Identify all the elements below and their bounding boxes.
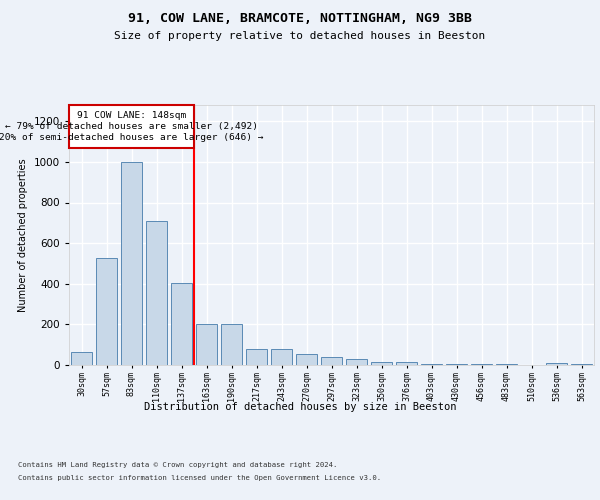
Y-axis label: Number of detached properties: Number of detached properties — [18, 158, 28, 312]
Bar — [121, 162, 142, 365]
Bar — [171, 282, 192, 365]
Bar — [196, 324, 217, 365]
Bar — [296, 354, 317, 365]
Text: Contains HM Land Registry data © Crown copyright and database right 2024.: Contains HM Land Registry data © Crown c… — [18, 462, 337, 468]
Text: ← 79% of detached houses are smaller (2,492): ← 79% of detached houses are smaller (2,… — [5, 122, 258, 131]
Bar — [146, 221, 167, 365]
Bar — [371, 362, 392, 365]
Bar — [346, 359, 367, 365]
Bar — [496, 364, 517, 365]
Bar — [421, 364, 442, 365]
Text: Contains public sector information licensed under the Open Government Licence v3: Contains public sector information licen… — [18, 475, 381, 481]
Text: Size of property relative to detached houses in Beeston: Size of property relative to detached ho… — [115, 31, 485, 41]
Text: 20% of semi-detached houses are larger (646) →: 20% of semi-detached houses are larger (… — [0, 133, 264, 142]
Text: 91 COW LANE: 148sqm: 91 COW LANE: 148sqm — [77, 111, 186, 120]
FancyBboxPatch shape — [69, 105, 194, 148]
Bar — [71, 352, 92, 365]
Bar — [396, 362, 417, 365]
Text: Distribution of detached houses by size in Beeston: Distribution of detached houses by size … — [144, 402, 456, 412]
Bar — [446, 364, 467, 365]
Text: 91, COW LANE, BRAMCOTE, NOTTINGHAM, NG9 3BB: 91, COW LANE, BRAMCOTE, NOTTINGHAM, NG9 … — [128, 12, 472, 26]
Bar — [271, 349, 292, 365]
Bar — [96, 258, 117, 365]
Bar — [471, 364, 492, 365]
Bar — [546, 363, 567, 365]
Bar — [321, 357, 342, 365]
Bar — [246, 349, 267, 365]
Bar — [221, 324, 242, 365]
Bar — [571, 364, 592, 365]
